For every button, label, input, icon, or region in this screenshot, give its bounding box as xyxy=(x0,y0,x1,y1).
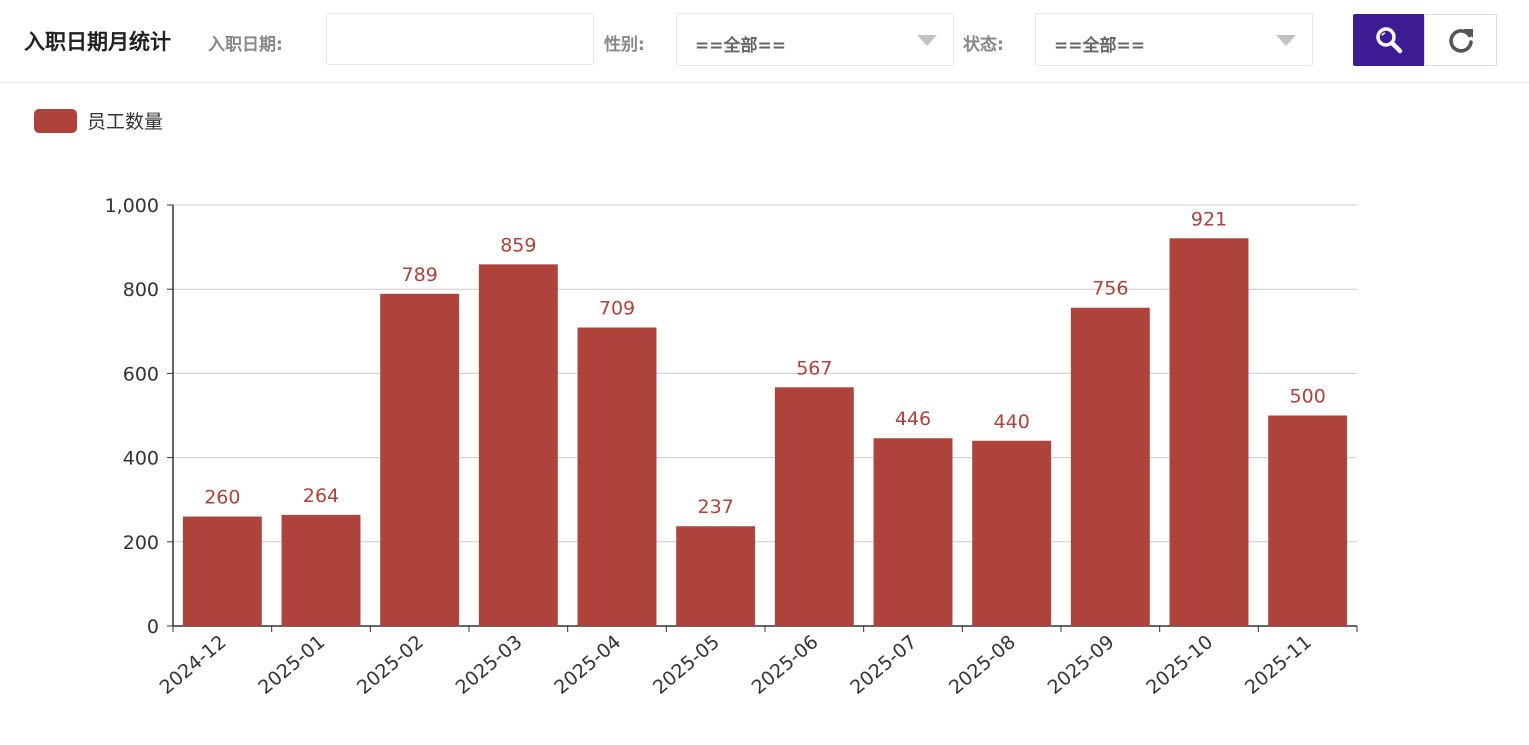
caret-down-icon xyxy=(917,35,937,46)
bar xyxy=(1169,238,1249,626)
x-tick-label: 2025-06 xyxy=(748,631,823,699)
x-tick-label: 2025-02 xyxy=(353,631,428,699)
bar xyxy=(478,264,558,626)
y-tick-label: 0 xyxy=(147,616,159,638)
x-tick-label: 2025-11 xyxy=(1241,631,1316,699)
x-tick-label: 2025-08 xyxy=(945,631,1020,699)
y-tick-label: 800 xyxy=(123,279,159,301)
x-tick-label: 2025-07 xyxy=(846,631,921,699)
status-filter-label: 状态: xyxy=(963,35,1004,55)
search-button[interactable] xyxy=(1353,14,1425,66)
caret-down-icon xyxy=(1276,35,1296,46)
gender-select[interactable]: ==全部== xyxy=(676,13,954,66)
data-label: 567 xyxy=(796,357,832,379)
status-select-value: ==全部== xyxy=(1054,36,1145,56)
refresh-button[interactable] xyxy=(1424,14,1497,66)
legend-swatch xyxy=(34,108,77,133)
bar xyxy=(182,516,262,626)
x-tick-label: 2025-05 xyxy=(649,631,724,699)
filter-toolbar: 入职日期月统计 入职日期: 性别: ==全部== 状态: ==全部== xyxy=(0,0,1529,83)
data-label: 500 xyxy=(1290,386,1326,408)
gender-filter-label: 性别: xyxy=(604,35,645,55)
bar xyxy=(1268,415,1348,626)
bar xyxy=(774,387,854,626)
x-tick-label: 2025-03 xyxy=(452,631,527,699)
data-label: 264 xyxy=(303,485,339,507)
data-label: 446 xyxy=(895,408,931,430)
chart-legend[interactable]: 员工数量 xyxy=(34,107,163,134)
y-tick-label: 200 xyxy=(123,532,159,554)
data-label: 789 xyxy=(402,264,438,286)
search-icon xyxy=(1376,27,1403,54)
bar xyxy=(380,293,460,626)
data-label: 440 xyxy=(994,411,1030,433)
page-title: 入职日期月统计 xyxy=(24,30,171,54)
data-label: 237 xyxy=(698,496,734,518)
y-tick-label: 1,000 xyxy=(105,195,159,217)
bar xyxy=(577,327,657,626)
legend-label: 员工数量 xyxy=(87,111,164,133)
bar-chart: 0 200 400 600 800 1,000 260 2024-12 264 2025-01 78… xyxy=(105,195,1358,699)
y-tick-label: 400 xyxy=(123,448,159,470)
data-label: 859 xyxy=(500,234,536,256)
data-label: 756 xyxy=(1092,278,1128,300)
x-tick-label: 2025-10 xyxy=(1142,631,1217,699)
bar xyxy=(281,514,361,626)
date-filter-label: 入职日期: xyxy=(208,35,283,55)
date-input[interactable] xyxy=(326,13,594,65)
x-tick-label: 2024-12 xyxy=(156,631,231,699)
status-select[interactable]: ==全部== xyxy=(1035,13,1313,66)
x-tick-label: 2025-01 xyxy=(254,631,329,699)
bar xyxy=(972,440,1052,626)
data-label: 921 xyxy=(1191,208,1227,230)
y-tick-label: 600 xyxy=(123,363,159,385)
bar xyxy=(873,438,953,626)
data-label: 260 xyxy=(204,487,240,509)
bar xyxy=(676,526,756,626)
data-label: 709 xyxy=(599,298,635,320)
x-tick-label: 2025-09 xyxy=(1044,631,1119,699)
refresh-icon xyxy=(1448,29,1473,53)
bar xyxy=(1070,307,1150,626)
gender-select-value: ==全部== xyxy=(695,36,786,56)
x-tick-label: 2025-04 xyxy=(550,631,625,699)
